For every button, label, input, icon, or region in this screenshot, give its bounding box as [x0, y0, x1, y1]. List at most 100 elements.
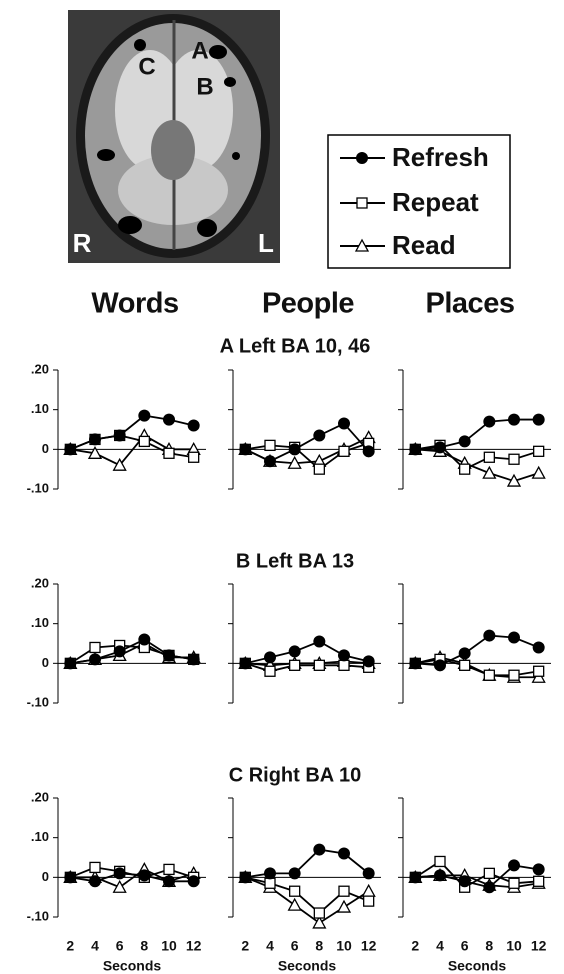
data-point: [458, 875, 471, 888]
y-tick-label: 0: [42, 441, 49, 456]
x-tick-label: 12: [531, 938, 547, 954]
y-tick-label: .20: [31, 789, 49, 804]
region-label: C: [138, 53, 155, 80]
data-point: [89, 641, 101, 654]
data-point: [363, 895, 375, 907]
region-label: A: [191, 37, 208, 64]
data-point: [188, 451, 200, 463]
activation: [134, 39, 146, 51]
data-point: [112, 879, 127, 893]
data-point: [163, 649, 175, 662]
data-point: [508, 413, 520, 426]
y-tick-label: -.10: [27, 480, 49, 495]
y-tick-label: 0: [42, 655, 49, 670]
data-point: [409, 871, 422, 884]
legend-label: Read: [392, 230, 456, 260]
data-point: [187, 875, 200, 888]
data-point: [483, 669, 495, 681]
x-tick-label: 12: [361, 938, 377, 954]
series-line: [245, 876, 370, 915]
data-point: [289, 659, 301, 671]
legend-marker: [356, 152, 368, 164]
column-title: People: [262, 288, 354, 320]
data-point: [508, 669, 520, 681]
data-point: [338, 659, 350, 671]
data-point: [533, 875, 545, 887]
data-point: [508, 453, 520, 465]
activation: [232, 152, 240, 160]
series-line: [245, 640, 369, 665]
data-point: [458, 647, 471, 660]
activation: [97, 149, 115, 161]
data-point: [287, 897, 302, 911]
x-tick-label: 8: [485, 938, 493, 954]
data-point: [532, 413, 545, 426]
data-point: [288, 645, 301, 658]
data-point: [288, 867, 301, 880]
column-title: Places: [426, 288, 515, 320]
x-tick-label: 8: [140, 938, 148, 954]
data-point: [459, 659, 471, 671]
series-line: [69, 434, 194, 459]
activation: [224, 77, 236, 87]
data-point: [532, 641, 545, 654]
x-tick-label: 6: [116, 938, 124, 954]
legend-label: Repeat: [392, 187, 479, 217]
legend-marker: [354, 238, 370, 252]
series-line: [245, 848, 370, 879]
data-point: [138, 869, 151, 882]
data-point: [508, 877, 520, 889]
series-line: [70, 434, 194, 467]
data-point: [113, 867, 126, 880]
data-point: [434, 855, 446, 868]
y-tick-label: 0: [42, 869, 49, 884]
x-tick-label: 8: [315, 938, 323, 954]
series-line: [415, 448, 539, 483]
y-tick-label: .20: [31, 361, 49, 376]
data-point: [64, 657, 77, 670]
y-tick-label: -.10: [27, 908, 49, 923]
series-line: [244, 422, 370, 463]
x-tick-label: 4: [436, 938, 444, 954]
data-point: [264, 455, 276, 468]
data-point: [508, 859, 520, 872]
x-tick-label: 10: [506, 938, 522, 954]
data-point: [264, 651, 276, 664]
side-label: L: [258, 228, 274, 258]
data-point: [434, 441, 446, 454]
row-title: B Left BA 13: [236, 550, 354, 572]
data-point: [508, 631, 520, 644]
data-point: [483, 451, 495, 463]
data-point: [533, 665, 545, 677]
data-point: [483, 867, 495, 880]
data-point: [338, 885, 350, 897]
data-point: [187, 653, 200, 666]
row-title: A Left BA 10, 46: [220, 335, 371, 357]
data-point: [483, 415, 496, 428]
data-point: [313, 429, 326, 442]
data-point: [336, 899, 352, 913]
x-tick-label: 12: [186, 938, 202, 954]
x-tick-label: 10: [336, 938, 352, 954]
data-point: [239, 871, 252, 884]
data-point: [138, 435, 150, 448]
data-point: [239, 443, 252, 456]
x-axis-label: Seconds: [103, 958, 162, 974]
x-tick-label: 2: [66, 938, 74, 954]
side-label: R: [73, 228, 92, 258]
legend-marker: [356, 197, 368, 209]
region-label: B: [196, 73, 213, 100]
data-point: [434, 869, 446, 882]
ventricle: [151, 120, 195, 180]
data-point: [313, 635, 326, 648]
data-point: [533, 445, 545, 457]
data-point: [264, 867, 276, 880]
data-point: [459, 463, 471, 475]
data-point: [163, 447, 175, 459]
data-point: [163, 863, 175, 876]
x-tick-label: 2: [241, 938, 249, 954]
data-point: [312, 915, 327, 929]
data-point: [113, 645, 126, 658]
data-point: [434, 659, 446, 672]
